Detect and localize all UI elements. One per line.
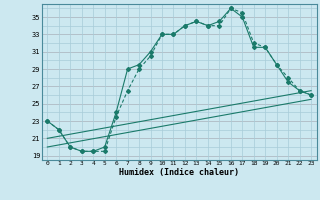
X-axis label: Humidex (Indice chaleur): Humidex (Indice chaleur) [119, 168, 239, 177]
